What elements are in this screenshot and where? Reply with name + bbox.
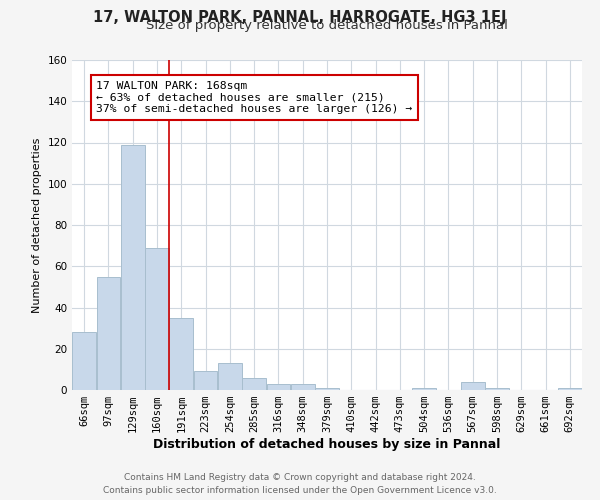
Text: 17 WALTON PARK: 168sqm
← 63% of detached houses are smaller (215)
37% of semi-de: 17 WALTON PARK: 168sqm ← 63% of detached…	[96, 80, 413, 114]
Bar	[97, 276, 121, 390]
Bar	[242, 378, 266, 390]
Bar	[485, 388, 509, 390]
Bar	[315, 388, 339, 390]
Bar	[291, 384, 314, 390]
Bar	[558, 388, 582, 390]
Y-axis label: Number of detached properties: Number of detached properties	[32, 138, 42, 312]
Title: Size of property relative to detached houses in Pannal: Size of property relative to detached ho…	[146, 20, 508, 32]
Bar	[266, 384, 290, 390]
Bar	[72, 332, 96, 390]
Bar	[121, 144, 145, 390]
Bar	[412, 388, 436, 390]
Text: Contains HM Land Registry data © Crown copyright and database right 2024.
Contai: Contains HM Land Registry data © Crown c…	[103, 473, 497, 495]
X-axis label: Distribution of detached houses by size in Pannal: Distribution of detached houses by size …	[154, 438, 500, 451]
Bar	[194, 372, 217, 390]
Bar	[169, 318, 193, 390]
Bar	[218, 363, 242, 390]
Bar	[461, 382, 485, 390]
Text: 17, WALTON PARK, PANNAL, HARROGATE, HG3 1EJ: 17, WALTON PARK, PANNAL, HARROGATE, HG3 …	[93, 10, 507, 25]
Bar	[145, 248, 169, 390]
